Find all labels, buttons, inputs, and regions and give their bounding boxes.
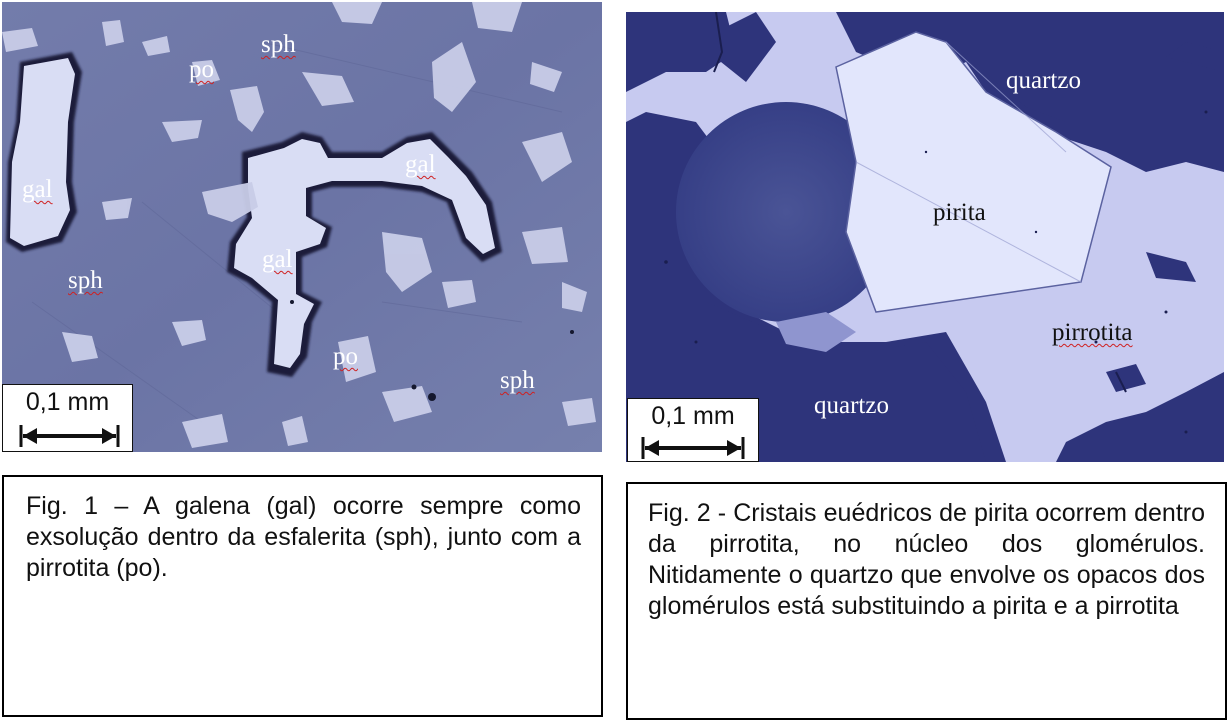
- figure-1-caption: Fig. 1 – A galena (gal) ocorre sempre co…: [2, 475, 603, 717]
- scale-arrow-icon: [641, 437, 745, 459]
- label-gal-center: gal: [262, 246, 293, 273]
- figure-2-photomicrograph: quartzo pirita pirrotita quartzo 0,1 mm: [626, 12, 1224, 462]
- scale-arrow-icon: [19, 425, 120, 447]
- label-quartzo-top: quartzo: [1006, 67, 1081, 94]
- label-gal-right: gal: [405, 151, 436, 178]
- label-gal-left: gal: [22, 176, 53, 203]
- scale-bar-figure-2: 0,1 mm: [627, 398, 759, 462]
- label-po-top: po: [189, 56, 214, 83]
- label-sph-left: sph: [68, 267, 103, 294]
- figure-2-caption: Fig. 2 - Cristais euédricos de pirita oc…: [626, 482, 1227, 720]
- label-quartzo-bottom: quartzo: [814, 392, 889, 419]
- label-pirita: pirita: [933, 199, 986, 226]
- label-po-bottom: po: [333, 343, 358, 370]
- scale-bar-label: 0,1 mm: [25, 388, 110, 416]
- scale-bar-figure-1: 0,1 mm: [2, 384, 133, 452]
- scale-bar-label: 0,1 mm: [651, 402, 735, 430]
- label-sph-right: sph: [500, 367, 535, 394]
- figure-1-mineral-texture: [2, 2, 602, 452]
- label-sph-top: sph: [261, 31, 296, 58]
- figure-2-mineral-texture: [626, 12, 1224, 462]
- label-pirrotita: pirrotita: [1052, 319, 1133, 346]
- figure-1-photomicrograph: sph po gal gal gal sph po sph 0,1 mm: [2, 2, 602, 452]
